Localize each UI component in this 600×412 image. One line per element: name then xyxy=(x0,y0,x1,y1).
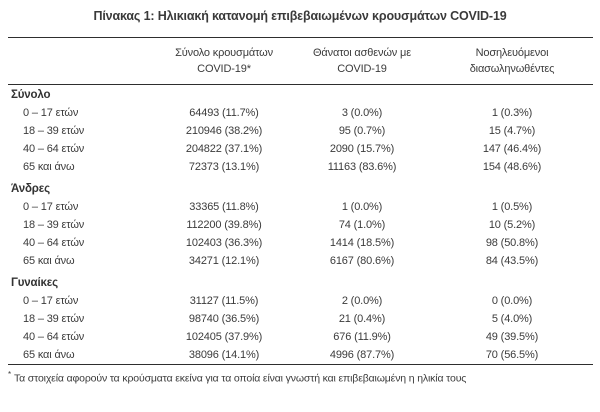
section-label: Άνδρες xyxy=(11,183,50,195)
header-deaths-line2: COVID-19 xyxy=(337,63,387,75)
table-row: 0 – 17 ετών 33365 (11.8%) 1 (0.0%) 1 (0.5%) xyxy=(8,198,593,216)
age-label: 18 – 39 ετών xyxy=(23,219,85,231)
section-row: Σύνολο xyxy=(8,85,593,105)
deaths-value: 4996 (87.7%) xyxy=(329,348,395,361)
table-header: Σύνολο κρουσμάτων COVID-19* Θάνατοι ασθε… xyxy=(8,38,593,85)
header-deaths-line1: Θάνατοι ασθενών με xyxy=(313,47,411,59)
age-label: 65 και άνω xyxy=(23,348,75,361)
footnote-text: Τα στοιχεία αφορούν τα κρούσματα εκείνα … xyxy=(13,372,467,384)
deaths-value: 2090 (15.7%) xyxy=(329,143,395,155)
section-row: Γυναίκες xyxy=(8,270,593,292)
age-label: 18 – 39 ετών xyxy=(23,313,85,325)
header-total-cases-line2: COVID-19* xyxy=(197,63,251,75)
intubated-value: 15 (4.7%) xyxy=(488,125,536,137)
footnote: * Τα στοιχεία αφορούν τα κρούσματα εκείνα… xyxy=(8,370,592,385)
table-row: 18 – 39 ετών 210946 (38.2%) 95 (0.7%) 15 (4… xyxy=(8,122,593,140)
age-label: 40 – 64 ετών xyxy=(23,237,85,249)
table-row: 0 – 17 ετών 31127 (11.5%) 2 (0.0%) 0 (0.0%) xyxy=(8,292,593,310)
covid-age-table: Σύνολο κρουσμάτων COVID-19* Θάνατοι ασθε… xyxy=(8,37,593,365)
intubated-value: 10 (5.2%) xyxy=(488,219,536,231)
section-label: Σύνολο xyxy=(11,89,51,101)
age-label: 65 και άνω xyxy=(23,255,75,267)
header-total-cases: Σύνολο κρουσμάτων COVID-19* xyxy=(155,38,293,85)
intubated-value: 1 (0.3%) xyxy=(491,107,533,119)
age-label: 0 – 17 ετών xyxy=(23,107,79,119)
section-row: Άνδρες xyxy=(8,176,593,198)
intubated-value: 70 (56.5%) xyxy=(485,348,539,361)
deaths-value: 676 (11.9%) xyxy=(333,331,391,343)
header-row: Σύνολο κρουσμάτων COVID-19* Θάνατοι ασθε… xyxy=(8,38,593,85)
deaths-value: 74 (1.0%) xyxy=(338,219,386,231)
table-body: Σύνολο 0 – 17 ετών 64493 (11.7%) 3 (0.0%) 1 … xyxy=(8,85,593,365)
deaths-value: 95 (0.7%) xyxy=(338,125,386,137)
footnote-asterisk: * xyxy=(8,369,11,379)
deaths-value: 6167 (80.6%) xyxy=(329,255,395,267)
table-row: 40 – 64 ετών 102403 (36.3%) 1414 (18.5%) 98… xyxy=(8,234,593,252)
table-row: 65 και άνω 72373 (13.1%) 11163 (83.6%) 154 … xyxy=(8,158,593,176)
cases-value: 102403 (36.3%) xyxy=(185,237,263,249)
intubated-value: 98 (50.8%) xyxy=(485,237,539,249)
intubated-value: 5 (4.0%) xyxy=(491,313,533,325)
cases-value: 98740 (36.5%) xyxy=(188,313,260,325)
cases-value: 72373 (13.1%) xyxy=(188,161,260,173)
section-label: Γυναίκες xyxy=(11,277,58,289)
table-row: 18 – 39 ετών 98740 (36.5%) 21 (0.4%) 5 (4.0… xyxy=(8,310,593,328)
intubated-value: 49 (39.5%) xyxy=(485,331,539,343)
table-row: 0 – 17 ετών 64493 (11.7%) 3 (0.0%) 1 (0.3%) xyxy=(8,104,593,122)
age-label: 40 – 64 ετών xyxy=(23,331,85,343)
cases-value: 34271 (12.1%) xyxy=(188,255,260,267)
intubated-value: 0 (0.0%) xyxy=(491,295,533,307)
age-label: 0 – 17 ετών xyxy=(23,201,79,213)
age-label: 0 – 17 ετών xyxy=(23,295,79,307)
header-total-cases-line1: Σύνολο κρουσμάτων xyxy=(175,47,273,59)
age-label: 65 και άνω xyxy=(23,161,75,173)
table-row: 40 – 64 ετών 102405 (37.9%) 676 (11.9%) 49 … xyxy=(8,328,593,346)
deaths-value: 3 (0.0%) xyxy=(341,107,383,119)
age-label: 40 – 64 ετών xyxy=(23,143,85,155)
deaths-value: 21 (0.4%) xyxy=(338,313,386,325)
table-row: 65 και άνω 38096 (14.1%) 4996 (87.7%) 70 (5… xyxy=(8,346,593,364)
deaths-value: 2 (0.0%) xyxy=(341,295,383,307)
deaths-value: 11163 (83.6%) xyxy=(327,161,397,173)
cases-value: 112200 (39.8%) xyxy=(186,219,262,231)
intubated-value: 84 (43.5%) xyxy=(485,255,539,267)
age-label: 18 – 39 ετών xyxy=(23,125,85,137)
intubated-value: 147 (46.4%) xyxy=(482,143,542,155)
cases-value: 64493 (11.7%) xyxy=(189,107,259,119)
cases-value: 210946 (38.2%) xyxy=(185,125,263,137)
cases-value: 102405 (37.9%) xyxy=(185,331,263,343)
header-empty-cell xyxy=(8,38,155,85)
intubated-value: 1 (0.5%) xyxy=(491,201,533,213)
intubated-value: 154 (48.6%) xyxy=(482,161,542,173)
header-deaths: Θάνατοι ασθενών με COVID-19 xyxy=(293,38,431,85)
cases-value: 38096 (14.1%) xyxy=(188,348,260,361)
deaths-value: 1414 (18.5%) xyxy=(329,237,395,249)
table-title: Πίνακας 1: Ηλικιακή κατανομή επιβεβαιωμέ… xyxy=(93,9,507,23)
table-row: 40 – 64 ετών 204822 (37.1%) 2090 (15.7%) 14… xyxy=(8,140,593,158)
table-row: 18 – 39 ετών 112200 (39.8%) 74 (1.0%) 10 (5… xyxy=(8,216,593,234)
cases-value: 33365 (11.8%) xyxy=(189,201,259,213)
cases-value: 31127 (11.5%) xyxy=(189,295,259,307)
cases-value: 204822 (37.1%) xyxy=(185,143,263,155)
header-intubated-line2: διασωληνωθέντες xyxy=(469,63,555,75)
deaths-value: 1 (0.0%) xyxy=(341,201,383,213)
header-intubated: Νοσηλευόμενοι διασωληνωθέντες xyxy=(431,38,593,85)
table-row: 65 και άνω 34271 (12.1%) 6167 (80.6%) 84 (4… xyxy=(8,252,593,270)
header-intubated-line1: Νοσηλευόμενοι xyxy=(475,47,549,59)
